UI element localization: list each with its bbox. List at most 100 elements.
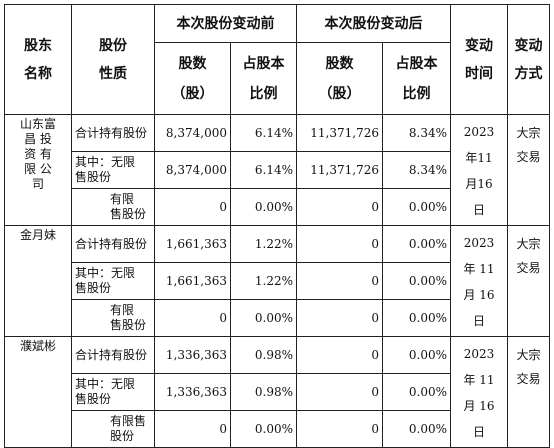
share-change-table: 股东 名称 股份 性质 本次股份变动前 本次股份变动后 变动 时间 变动 方式 股数 （股… — [4, 4, 550, 448]
before-shares-cell: 1,661,363 — [154, 225, 231, 263]
cell-line: 资 有 — [24, 147, 52, 161]
cell-line: 售股份 — [110, 207, 147, 221]
change-method-header: 变动 方式 — [507, 4, 550, 115]
change-date-cell: 2023 年 11 月 16 日 — [450, 336, 508, 448]
cell-line: 合计持有股份 — [75, 125, 148, 140]
after-ratio-cell: 0.00% — [382, 225, 451, 263]
before-shares-cell: 1,336,363 — [154, 336, 231, 374]
cell-line: 金月妹 — [19, 228, 56, 242]
share-nature-cell: 其中：无限 售股份 — [71, 373, 155, 411]
before-shares-cell: 0 — [154, 410, 231, 448]
cell-line: 限 公 — [24, 162, 52, 176]
change-method-cell: 大宗 交易 — [507, 336, 550, 448]
holder-name-header: 股东 名称 — [4, 4, 72, 115]
cell-line: 有限 — [110, 192, 135, 206]
holder-name-cell: 金月妹 — [4, 225, 72, 337]
change-time-header: 变动 时间 — [450, 4, 508, 115]
cell-line: 交易 — [516, 372, 541, 386]
cell-line: 交易 — [516, 261, 541, 275]
cell-line: 2023 — [463, 236, 495, 250]
cell-line: 其中：无限 — [75, 377, 136, 391]
table-row: 山东富昌 投资 有限 公司合计持有股份 8,374,000 6.14% 11,371,… — [4, 114, 550, 226]
change-date-cell: 2023 年 11 月 16 日 — [450, 225, 508, 337]
cell-line: 合计持有股份 — [75, 236, 148, 251]
before-shares-cell: 8,374,000 — [154, 151, 231, 189]
after-ratio-cell: 0.00% — [382, 188, 451, 226]
after-shares-cell: 0 — [296, 410, 383, 448]
cell-line: 售股份 — [110, 318, 147, 332]
before-ratio-cell: 0.98% — [230, 336, 297, 374]
before-ratio-cell: 1.22% — [230, 262, 297, 300]
after-ratio-cell: 8.34% — [382, 151, 451, 189]
before-ratio-cell: 0.00% — [230, 410, 297, 448]
cell-line: 售股份 — [75, 170, 112, 184]
before-ratio-cell: 6.14% — [230, 114, 297, 152]
cell-line: 濮斌彬 — [19, 339, 56, 353]
before-shares-cell: 1,336,363 — [154, 373, 231, 411]
after-ratio-cell: 0.00% — [382, 336, 451, 374]
after-ratio-cell: 0.00% — [382, 299, 451, 337]
before-ratio-cell: 1.22% — [230, 225, 297, 263]
holder-name-cell: 濮斌彬 — [4, 336, 72, 448]
table-row: 其中：无限 售股份 1,336,363 0.98% 0 0.00% — [5, 373, 550, 411]
cell-line: 日 — [472, 425, 485, 439]
cell-line: 日 — [472, 203, 485, 217]
table-row: 其中：无限 售股份 1,661,363 1.22% 0 0.00% — [5, 262, 550, 300]
after-shares-header: 股数 （股） — [296, 42, 383, 115]
cell-line: 2023 — [463, 347, 495, 361]
after-shares-cell: 11,371,726 — [296, 114, 383, 152]
cell-line: 大宗 — [516, 237, 541, 251]
table-row: 濮斌彬 合计持有股份 1,336,363 0.98% 0 0.00% 2023 年 11 月 1… — [4, 336, 550, 448]
before-ratio-cell: 6.14% — [230, 151, 297, 189]
cell-line: 股份 — [110, 429, 135, 443]
cell-line: 其中：无限 — [75, 155, 136, 169]
cell-line: 年 11 — [463, 373, 495, 387]
cell-line: 合计持有股份 — [75, 347, 148, 362]
after-ratio-cell: 0.00% — [382, 373, 451, 411]
after-ratio-cell: 0.00% — [382, 410, 451, 448]
cell-line: 月 16 — [463, 399, 495, 413]
share-nature-cell: 其中：无限 售股份 — [71, 151, 155, 189]
table-row: 金月妹 合计持有股份 1,661,363 1.22% 0 0.00% 2023 年 11 月 1… — [4, 225, 550, 337]
after-ratio-header: 占股本 比例 — [382, 42, 451, 115]
cell-line: 年 11 — [463, 262, 495, 276]
share-nature-cell: 合计持有股份 — [71, 114, 155, 152]
cell-line: 2023 — [463, 125, 495, 139]
cell-line: 有限售 — [110, 414, 147, 428]
change-method-cell: 大宗 交易 — [507, 225, 550, 337]
change-date-cell: 2023 年11 月16 日 — [450, 114, 508, 226]
share-nature-cell: 合计持有股份 — [71, 336, 155, 374]
after-shares-cell: 0 — [296, 225, 383, 263]
after-shares-cell: 11,371,726 — [296, 151, 383, 189]
before-ratio-cell: 0.00% — [230, 188, 297, 226]
cell-line: 大宗 — [516, 126, 541, 140]
before-ratio-cell: 0.98% — [230, 373, 297, 411]
before-shares-cell: 1,661,363 — [154, 262, 231, 300]
share-nature-cell: 有限售股份 — [71, 410, 155, 448]
cell-line: 年11 — [465, 151, 493, 165]
before-change-header: 本次股份变动前 — [154, 4, 297, 43]
cell-line: 交易 — [516, 150, 541, 164]
after-shares-cell: 0 — [296, 299, 383, 337]
after-ratio-cell: 0.00% — [382, 262, 451, 300]
share-nature-header: 股份 性质 — [71, 4, 155, 115]
after-ratio-cell: 8.34% — [382, 114, 451, 152]
share-nature-cell: 有限售股份 — [71, 299, 155, 337]
cell-line: 售股份 — [75, 392, 112, 406]
before-shares-cell: 0 — [154, 188, 231, 226]
after-change-header: 本次股份变动后 — [296, 4, 451, 43]
cell-line: 日 — [472, 314, 485, 328]
holder-name-cell: 山东富昌 投资 有限 公司 — [4, 114, 72, 226]
change-method-cell: 大宗 交易 — [507, 114, 550, 226]
after-shares-cell: 0 — [296, 188, 383, 226]
cell-line: 昌 投 — [24, 132, 52, 146]
cell-line: 山东富 — [19, 117, 56, 131]
after-shares-cell: 0 — [296, 336, 383, 374]
cell-line: 大宗 — [516, 348, 541, 362]
share-nature-cell: 其中：无限 售股份 — [71, 262, 155, 300]
before-shares-cell: 0 — [154, 299, 231, 337]
cell-line: 售股份 — [75, 281, 112, 295]
share-nature-cell: 合计持有股份 — [71, 225, 155, 263]
